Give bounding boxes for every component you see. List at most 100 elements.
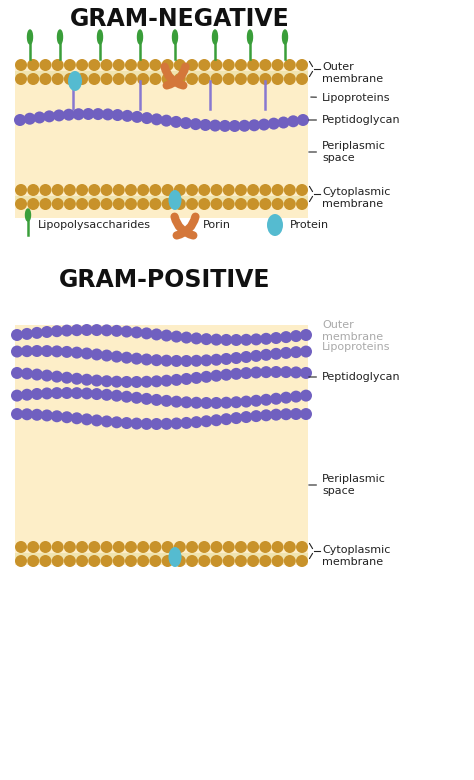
Circle shape — [100, 416, 113, 427]
Ellipse shape — [68, 71, 82, 91]
Circle shape — [41, 345, 53, 357]
Circle shape — [39, 541, 52, 553]
Circle shape — [284, 555, 296, 567]
Circle shape — [240, 367, 252, 379]
Circle shape — [296, 73, 308, 85]
Circle shape — [151, 113, 163, 126]
Circle shape — [290, 346, 302, 358]
Circle shape — [27, 198, 39, 210]
Text: Lipoproteins: Lipoproteins — [322, 342, 391, 352]
Circle shape — [210, 555, 222, 567]
Circle shape — [171, 395, 182, 408]
Circle shape — [27, 59, 39, 71]
Circle shape — [259, 555, 271, 567]
Circle shape — [137, 541, 149, 553]
Circle shape — [191, 332, 202, 345]
Circle shape — [201, 333, 212, 345]
Circle shape — [141, 393, 153, 405]
Circle shape — [100, 184, 112, 196]
Circle shape — [223, 555, 235, 567]
Circle shape — [210, 541, 222, 553]
Circle shape — [220, 334, 232, 346]
Circle shape — [272, 184, 283, 196]
Circle shape — [76, 59, 88, 71]
Circle shape — [113, 198, 125, 210]
Circle shape — [230, 334, 242, 346]
Circle shape — [270, 393, 282, 405]
Circle shape — [131, 111, 143, 123]
Bar — [15, 71, 308, 79]
Circle shape — [235, 555, 247, 567]
Circle shape — [210, 184, 222, 196]
Circle shape — [149, 198, 161, 210]
Circle shape — [284, 198, 296, 210]
Circle shape — [137, 59, 149, 71]
Circle shape — [228, 120, 241, 132]
Text: Outer
membrane: Outer membrane — [322, 320, 383, 342]
Circle shape — [300, 367, 312, 379]
Circle shape — [91, 374, 103, 387]
Circle shape — [100, 73, 112, 85]
Circle shape — [61, 411, 73, 424]
Circle shape — [191, 355, 202, 367]
Circle shape — [296, 555, 308, 567]
Circle shape — [141, 112, 153, 124]
Circle shape — [76, 555, 88, 567]
Circle shape — [149, 73, 161, 85]
Circle shape — [41, 326, 53, 338]
Circle shape — [161, 374, 173, 387]
Circle shape — [223, 59, 235, 71]
Circle shape — [15, 541, 27, 553]
Circle shape — [39, 198, 52, 210]
Circle shape — [260, 410, 272, 421]
Circle shape — [11, 367, 23, 379]
Circle shape — [259, 198, 271, 210]
Circle shape — [280, 392, 292, 404]
Circle shape — [240, 334, 252, 346]
Circle shape — [270, 348, 282, 360]
Text: Peptidoglycan: Peptidoglycan — [309, 115, 401, 125]
Circle shape — [174, 198, 186, 210]
Ellipse shape — [27, 30, 33, 44]
Circle shape — [76, 73, 88, 85]
Circle shape — [198, 59, 210, 71]
Ellipse shape — [98, 30, 102, 44]
Circle shape — [235, 198, 247, 210]
Circle shape — [51, 325, 63, 337]
Circle shape — [88, 541, 100, 553]
Circle shape — [260, 394, 272, 406]
Circle shape — [149, 555, 161, 567]
Circle shape — [51, 410, 63, 422]
Circle shape — [71, 413, 83, 424]
Circle shape — [186, 198, 198, 210]
Circle shape — [284, 184, 296, 196]
Circle shape — [151, 375, 163, 388]
Circle shape — [186, 73, 198, 85]
Circle shape — [88, 73, 100, 85]
Circle shape — [76, 541, 88, 553]
Circle shape — [125, 184, 137, 196]
Circle shape — [250, 395, 262, 406]
Text: GRAM-POSITIVE: GRAM-POSITIVE — [59, 268, 271, 292]
Circle shape — [149, 59, 161, 71]
Circle shape — [297, 114, 309, 126]
Circle shape — [149, 184, 161, 196]
Circle shape — [41, 388, 53, 399]
Circle shape — [125, 555, 137, 567]
Circle shape — [102, 108, 114, 120]
Circle shape — [210, 370, 222, 381]
Circle shape — [52, 198, 64, 210]
Text: Cytoplasmic
membrane: Cytoplasmic membrane — [322, 545, 391, 567]
Circle shape — [198, 541, 210, 553]
Circle shape — [186, 184, 198, 196]
Circle shape — [15, 73, 27, 85]
Ellipse shape — [267, 214, 283, 236]
Circle shape — [100, 555, 112, 567]
Ellipse shape — [26, 209, 30, 221]
Circle shape — [268, 118, 280, 129]
Circle shape — [290, 408, 302, 420]
Circle shape — [201, 354, 212, 367]
Circle shape — [162, 73, 173, 85]
Circle shape — [162, 541, 173, 553]
Circle shape — [39, 555, 52, 567]
